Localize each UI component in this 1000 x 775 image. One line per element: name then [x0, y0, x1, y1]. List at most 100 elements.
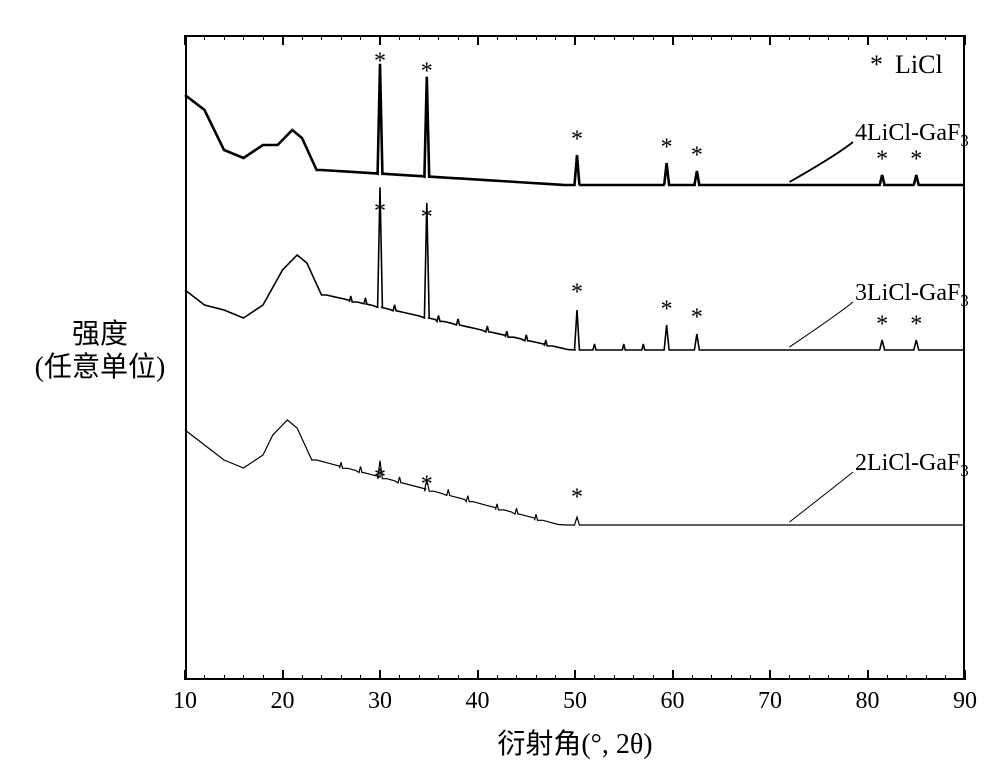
xtick-label: 70: [758, 688, 782, 715]
xtick-minor: [906, 675, 907, 680]
xrd-chart: 强度 (任意单位) 衍射角(°, 2θ) * LiCl 102030405060…: [0, 0, 1000, 775]
xtick-minor-top: [711, 35, 712, 40]
peak-marker: *: [661, 135, 673, 162]
xtick-minor: [243, 675, 244, 680]
xtick-minor-top: [224, 35, 225, 40]
xtick-mark-top: [282, 35, 284, 45]
xtick-mark: [574, 670, 576, 680]
xtick-mark-top: [769, 35, 771, 45]
xtick-label: 30: [368, 688, 392, 715]
series-leader: [790, 142, 854, 182]
xtick-minor-top: [555, 35, 556, 40]
xtick-minor: [438, 675, 439, 680]
xtick-minor-top: [536, 35, 537, 40]
peak-marker: *: [374, 465, 386, 492]
xtick-minor: [828, 675, 829, 680]
xtick-minor-top: [419, 35, 420, 40]
series-label: 3LiCl-GaF3: [855, 280, 969, 311]
xtick-minor: [302, 675, 303, 680]
xtick-minor: [341, 675, 342, 680]
xtick-minor-top: [321, 35, 322, 40]
xtick-mark: [184, 670, 186, 680]
xtick-minor-top: [828, 35, 829, 40]
peak-marker: *: [876, 312, 888, 339]
xtick-minor-top: [789, 35, 790, 40]
xtick-minor-top: [692, 35, 693, 40]
xtick-minor: [945, 675, 946, 680]
xtick-minor: [419, 675, 420, 680]
peak-marker: *: [910, 147, 922, 174]
series-leader: [790, 302, 854, 347]
xtick-mark: [282, 670, 284, 680]
xtick-minor-top: [204, 35, 205, 40]
xtick-minor-top: [497, 35, 498, 40]
xtick-mark: [964, 670, 966, 680]
xtick-mark-top: [867, 35, 869, 45]
xtick-minor-top: [809, 35, 810, 40]
xtick-mark: [769, 670, 771, 680]
xtick-minor-top: [516, 35, 517, 40]
plot-curves: [0, 0, 1000, 775]
xtick-minor: [789, 675, 790, 680]
y-axis-label-line1: 强度: [20, 318, 180, 352]
xtick-minor-top: [614, 35, 615, 40]
xtick-mark-top: [964, 35, 966, 45]
xtick-mark-top: [574, 35, 576, 45]
xtick-minor-top: [243, 35, 244, 40]
peak-marker: *: [691, 143, 703, 170]
xtick-minor-top: [848, 35, 849, 40]
xtick-minor: [809, 675, 810, 680]
xtick-minor: [750, 675, 751, 680]
xtick-mark: [379, 670, 381, 680]
xtick-mark: [672, 670, 674, 680]
peak-marker: *: [374, 199, 386, 226]
xtick-label: 90: [953, 688, 977, 715]
xtick-minor: [633, 675, 634, 680]
series-leader: [790, 472, 854, 522]
xtick-minor-top: [458, 35, 459, 40]
xtick-mark-top: [477, 35, 479, 45]
xtick-minor-top: [731, 35, 732, 40]
xtick-minor-top: [594, 35, 595, 40]
xtick-minor-top: [906, 35, 907, 40]
xtick-minor-top: [633, 35, 634, 40]
xtick-minor: [731, 675, 732, 680]
xtick-minor: [692, 675, 693, 680]
xtick-label: 60: [661, 688, 685, 715]
series-curve: [185, 187, 965, 350]
xtick-minor: [321, 675, 322, 680]
series-label: 2LiCl-GaF3: [855, 450, 969, 481]
peak-marker: *: [421, 205, 433, 232]
xtick-minor: [263, 675, 264, 680]
xtick-mark: [477, 670, 479, 680]
xtick-minor-top: [341, 35, 342, 40]
xtick-minor-top: [360, 35, 361, 40]
xtick-minor-top: [438, 35, 439, 40]
xtick-mark: [867, 670, 869, 680]
peak-marker: *: [421, 59, 433, 86]
peak-marker: *: [661, 297, 673, 324]
peak-marker: *: [421, 472, 433, 499]
y-axis-label-line2: (任意单位): [20, 351, 180, 385]
xtick-label: 50: [563, 688, 587, 715]
xtick-label: 80: [856, 688, 880, 715]
x-axis-label: 衍射角(°, 2θ): [185, 722, 965, 762]
y-axis-label: 强度 (任意单位): [20, 318, 180, 385]
peak-marker: *: [571, 280, 583, 307]
xtick-minor: [360, 675, 361, 680]
legend-text: LiCl: [895, 50, 943, 80]
peak-marker: *: [691, 305, 703, 332]
xtick-minor: [555, 675, 556, 680]
xtick-minor: [516, 675, 517, 680]
peak-marker: *: [374, 49, 386, 76]
xtick-minor: [653, 675, 654, 680]
xtick-minor: [497, 675, 498, 680]
peak-marker: *: [876, 147, 888, 174]
xtick-mark-top: [672, 35, 674, 45]
xtick-minor: [711, 675, 712, 680]
peak-marker: *: [910, 312, 922, 339]
xtick-label: 40: [466, 688, 490, 715]
xtick-minor: [594, 675, 595, 680]
xtick-minor-top: [926, 35, 927, 40]
xtick-minor-top: [887, 35, 888, 40]
